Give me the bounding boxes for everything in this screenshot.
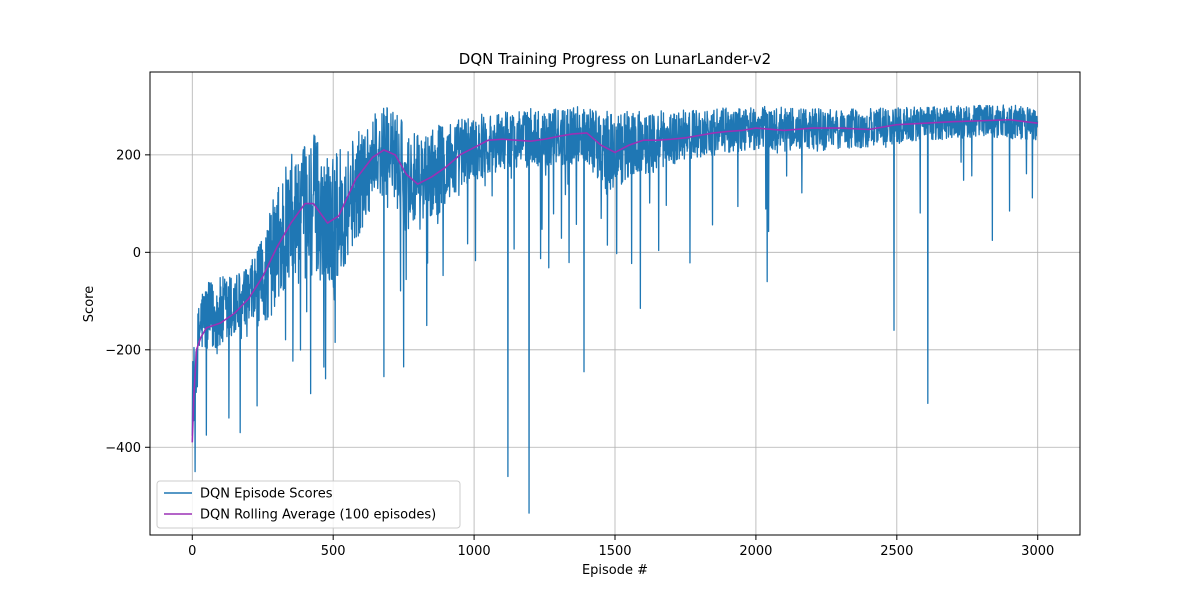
- x-tick-label: 3000: [1021, 544, 1054, 559]
- x-tick-label: 1000: [458, 544, 491, 559]
- chart-title: DQN Training Progress on LunarLander-v2: [459, 50, 771, 68]
- y-tick-label: −400: [105, 441, 141, 456]
- legend-box: [156, 480, 461, 529]
- y-tick-label: −200: [105, 343, 141, 358]
- x-tick-label: 1500: [598, 544, 631, 559]
- legend: DQN Episode Scores DQN Rolling Average (…: [156, 480, 461, 529]
- legend-label-episode-scores: DQN Episode Scores: [200, 487, 333, 502]
- x-axis-label: Episode #: [582, 563, 648, 578]
- tick-layer: 0 500 1000 1500 2000 2500 3000 −400 −200 0 200: [105, 148, 1054, 559]
- y-tick-label: 200: [116, 148, 141, 163]
- legend-label-rolling-average: DQN Rolling Average (100 episodes): [200, 508, 436, 523]
- y-axis-label: Score: [82, 286, 97, 322]
- x-tick-label: 2000: [739, 544, 772, 559]
- y-tick-label: 0: [133, 246, 141, 261]
- series-line-rolling-average: [191, 118, 1038, 443]
- data-layer: [191, 104, 1039, 514]
- x-tick-label: 500: [321, 544, 346, 559]
- x-tick-label: 0: [188, 544, 196, 559]
- x-tick-label: 2500: [880, 544, 913, 559]
